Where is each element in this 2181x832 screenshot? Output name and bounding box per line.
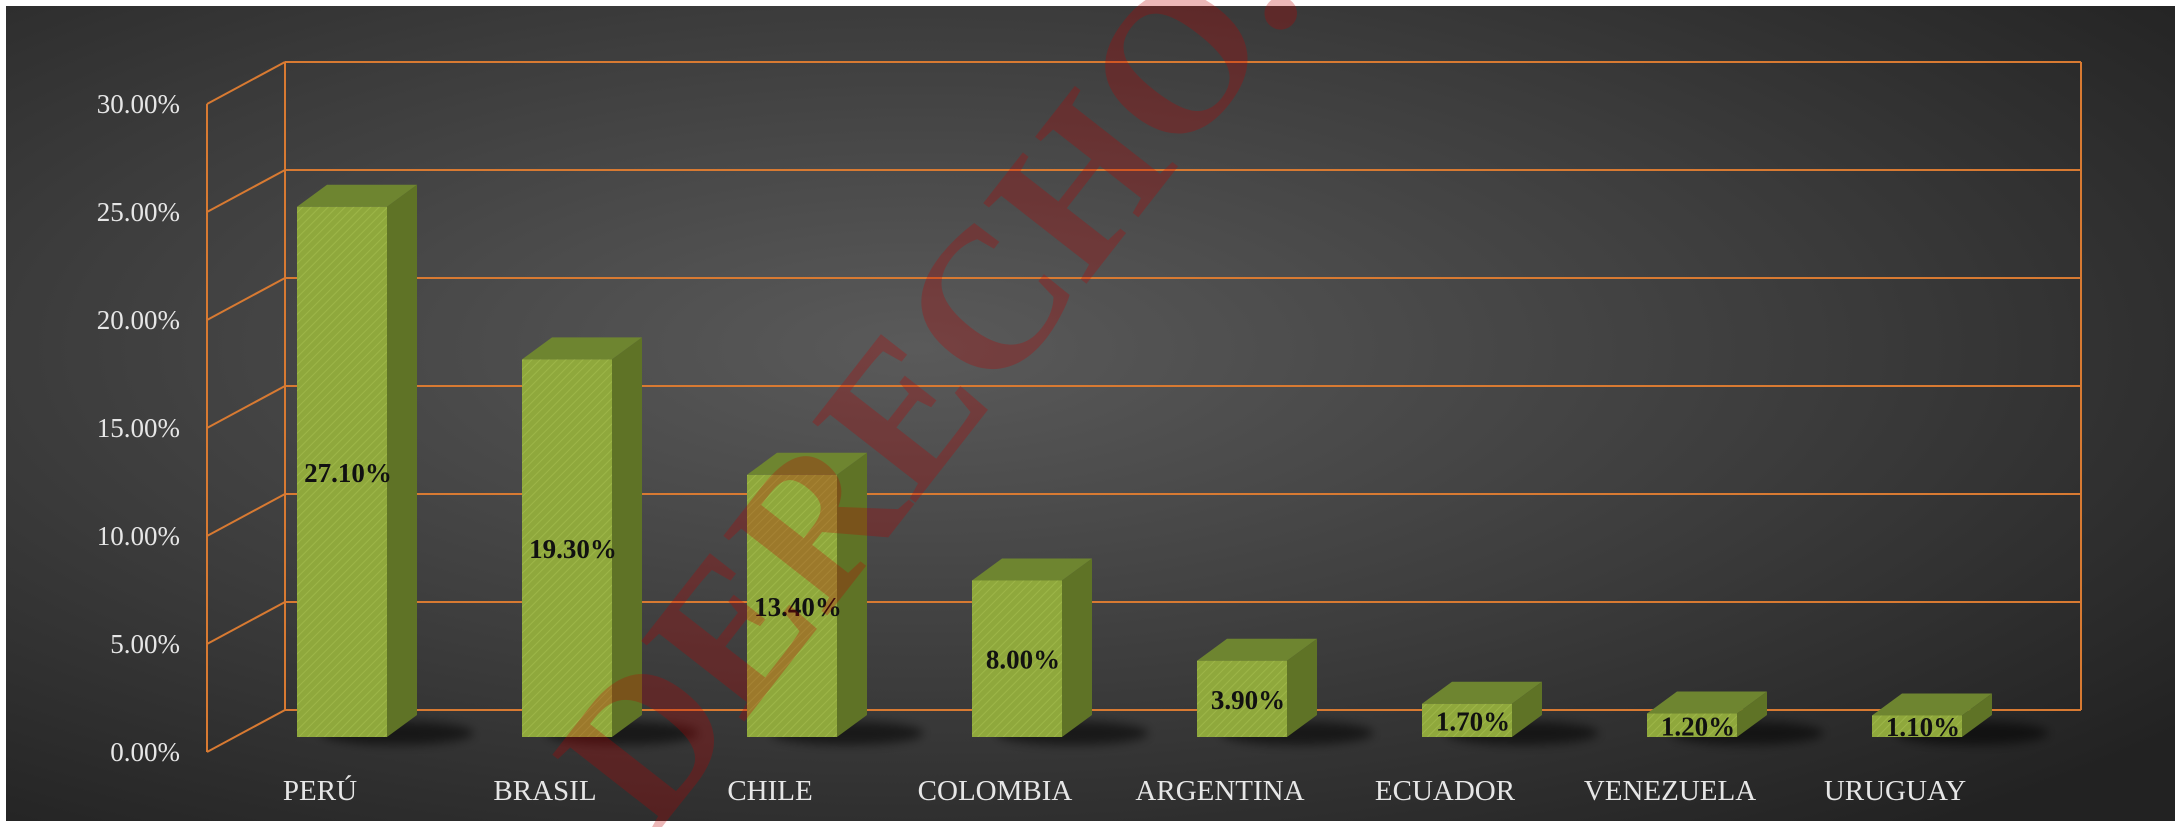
bar-side xyxy=(387,184,417,737)
bar-top xyxy=(1197,638,1317,661)
gridline-diagonal xyxy=(206,61,286,105)
data-label: 13.40% xyxy=(754,592,842,622)
y-tick-label: 30.00% xyxy=(97,89,180,119)
gridline-diagonal xyxy=(206,385,286,429)
gridline-diagonal xyxy=(206,709,286,753)
x-tick-label: PERÚ xyxy=(283,774,357,807)
x-tick-label: ECUADOR xyxy=(1375,775,1516,807)
bar-front xyxy=(1422,703,1512,737)
bar-top xyxy=(522,337,642,360)
bar-colombia: 8.00% xyxy=(972,558,1149,745)
data-label: 1.10% xyxy=(1886,712,1960,742)
bar-front xyxy=(297,206,387,737)
x-tick-label: COLOMBIA xyxy=(918,775,1073,807)
data-label: 1.20% xyxy=(1661,711,1735,741)
bar-side xyxy=(1287,638,1317,737)
bar-front xyxy=(1872,715,1962,737)
bar-chile: 13.40% xyxy=(747,452,924,745)
bar-venezuela: 1.20% xyxy=(1647,691,1824,745)
bar-perú: 27.10% xyxy=(297,184,474,745)
gridline-diagonal xyxy=(206,493,286,537)
data-label: 8.00% xyxy=(986,645,1060,675)
y-tick-label: 25.00% xyxy=(97,197,180,227)
x-tick-label: ARGENTINA xyxy=(1135,775,1304,807)
bar-front xyxy=(1647,713,1737,737)
gridline-diagonal xyxy=(206,277,286,321)
bar-top xyxy=(297,184,417,207)
bar-front xyxy=(522,359,612,737)
data-label: 1.70% xyxy=(1436,706,1510,736)
data-label: 19.30% xyxy=(529,534,617,564)
x-tick-label: URUGUAY xyxy=(1824,775,1966,807)
y-tick-label: 20.00% xyxy=(97,305,180,335)
bar-front xyxy=(1197,660,1287,737)
x-axis-ticks: PERÚ BRASIL CHILE COLOMBIA ARGENTINA ECUADOR V… xyxy=(283,774,1966,807)
x-tick-label: VENEZUELA xyxy=(1584,775,1756,807)
bar-front xyxy=(972,580,1062,737)
y-tick-label: 10.00% xyxy=(97,521,180,551)
bar-top xyxy=(1422,681,1542,704)
y-tick-label: 15.00% xyxy=(97,413,180,443)
bar-side xyxy=(1062,558,1092,737)
x-tick-label: CHILE xyxy=(727,775,812,807)
bar-side xyxy=(837,452,867,737)
y-axis-ticks: 0.00% 5.00% 10.00% 15.00% 20.00% 25.00% 30.00% xyxy=(97,89,180,767)
bar-side xyxy=(612,337,642,737)
bar-top xyxy=(1647,691,1767,714)
x-tick-label: BRASIL xyxy=(493,775,596,807)
bar-brasil: 19.30% xyxy=(522,337,699,745)
bar-side xyxy=(1737,691,1767,737)
data-label: 3.90% xyxy=(1211,685,1285,715)
bar-side xyxy=(1962,693,1992,737)
bars: 27.10% 19.30% 13.40% 8.00% 3.90% 1.70% 1.20% 1.… xyxy=(297,184,2049,745)
gridline-diagonal xyxy=(206,169,286,213)
y-tick-label: 5.00% xyxy=(110,629,180,659)
bar-uruguay: 1.10% xyxy=(1872,693,2049,745)
bar-front xyxy=(747,474,837,737)
y-tick-label: 0.00% xyxy=(110,737,180,767)
gridline-diagonal xyxy=(206,601,286,645)
data-label: 27.10% xyxy=(304,458,392,488)
bar-top xyxy=(747,452,867,475)
bar-ecuador: 1.70% xyxy=(1422,681,1599,745)
bar-side xyxy=(1512,681,1542,737)
bar-top xyxy=(972,558,1092,581)
bar-argentina: 3.90% xyxy=(1197,638,1374,745)
bar-top xyxy=(1872,693,1992,716)
